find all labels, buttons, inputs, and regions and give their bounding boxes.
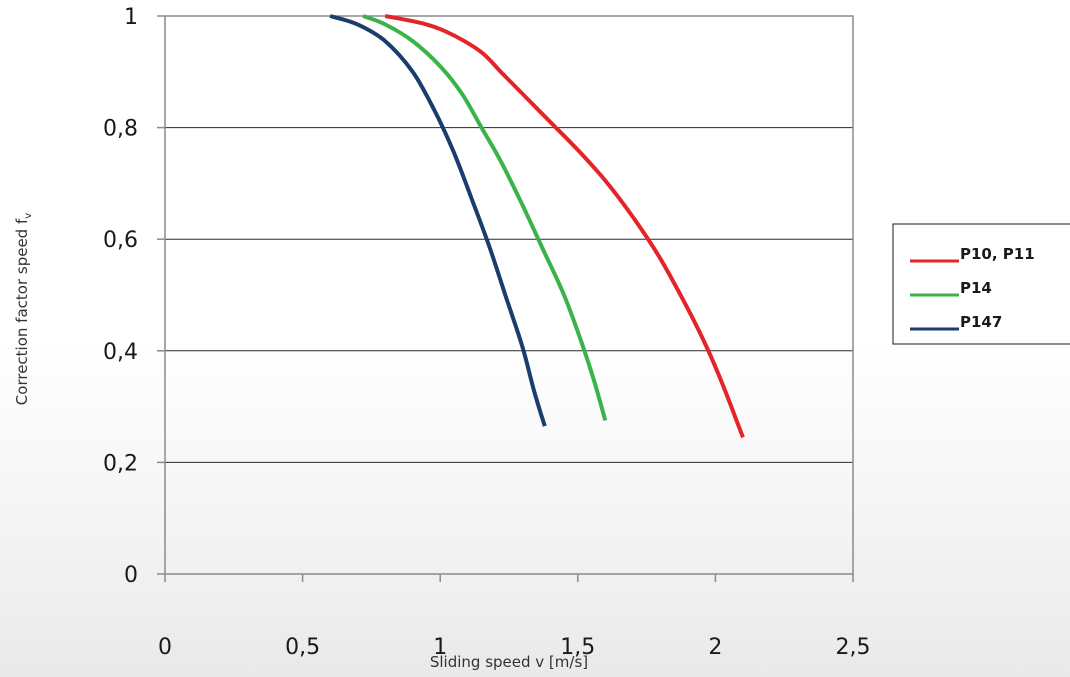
y-tick-label: 0,6 bbox=[103, 228, 138, 253]
legend-label: P147 bbox=[960, 313, 1002, 331]
y-axis: 0 0,2 0,4 0,6 0,8 1 bbox=[103, 5, 165, 588]
y-tick-label: 0 bbox=[124, 563, 138, 588]
x-axis-title: Sliding speed v [m/s] bbox=[430, 653, 588, 671]
x-tick-label: 2 bbox=[708, 635, 722, 660]
y-tick-label: 1 bbox=[124, 5, 138, 30]
x-tick-label: 0 bbox=[158, 635, 172, 660]
y-axis-title: Correction factor speed fv bbox=[13, 213, 34, 405]
legend-label: P10, P11 bbox=[960, 245, 1035, 263]
x-tick-label: 1,5 bbox=[560, 635, 595, 660]
y-tick-label: 0,4 bbox=[103, 340, 138, 365]
plot-area-frame bbox=[164, 15, 854, 575]
legend: P10, P11 P14 P147 bbox=[892, 223, 1070, 345]
y-axis-title-text: Correction factor speed f bbox=[13, 218, 31, 405]
gridlines bbox=[165, 127, 853, 463]
y-axis-title-subscript: v bbox=[23, 213, 34, 219]
x-tick-label: 1 bbox=[433, 635, 447, 660]
series-line-3 bbox=[329, 14, 547, 427]
legend-box bbox=[892, 223, 1070, 345]
x-tick-label: 0,5 bbox=[285, 635, 320, 660]
x-tick-label: 2,5 bbox=[836, 635, 871, 660]
legend-label: P14 bbox=[960, 279, 992, 297]
series-line-2 bbox=[362, 14, 608, 422]
series-lines bbox=[329, 14, 745, 439]
series-line-1 bbox=[384, 14, 745, 439]
y-tick-label: 0,2 bbox=[103, 451, 138, 476]
x-axis: 0 0,5 1 1,5 2 2,5 bbox=[158, 574, 871, 660]
y-tick-label: 0,8 bbox=[103, 117, 138, 142]
